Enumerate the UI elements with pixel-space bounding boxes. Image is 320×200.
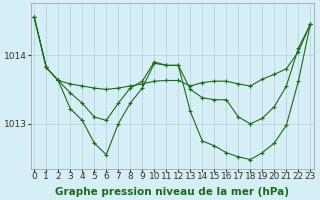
- X-axis label: Graphe pression niveau de la mer (hPa): Graphe pression niveau de la mer (hPa): [55, 187, 289, 197]
